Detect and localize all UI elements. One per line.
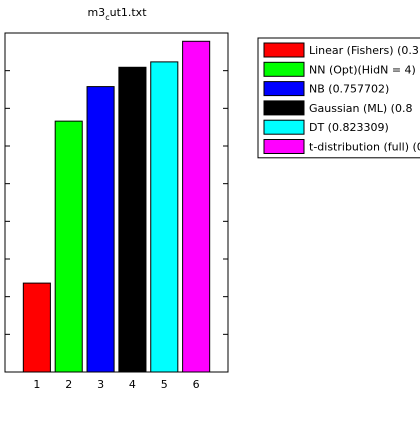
x-tick-label: 4 — [129, 378, 136, 391]
bar — [118, 66, 147, 373]
legend-label: Gaussian (ML) (0.8 — [309, 102, 412, 115]
title-subscript: c — [105, 13, 109, 22]
bar — [86, 86, 115, 373]
legend-swatch — [263, 81, 305, 97]
legend-label: NN (Opt)(HidN = 4) — [309, 63, 416, 76]
x-tick-label: 6 — [193, 378, 200, 391]
x-tick-label: 2 — [65, 378, 72, 391]
x-tick-label: 5 — [161, 378, 168, 391]
legend-swatch — [263, 61, 305, 77]
legend-label: t-distribution (full) (0 — [309, 141, 420, 154]
legend-swatch — [263, 139, 305, 154]
legend-swatch — [263, 119, 305, 135]
legend-box — [257, 37, 420, 159]
legend-label: NB (0.757702) — [309, 83, 389, 96]
legend-swatch — [263, 100, 305, 116]
bar — [150, 61, 179, 373]
bar — [54, 120, 83, 373]
bar — [182, 40, 211, 373]
legend-label: Linear (Fishers) (0.3 — [309, 44, 419, 57]
chart-title: m3cut1.txt — [87, 6, 147, 22]
legend-swatch — [263, 42, 305, 58]
title-part: m3 — [87, 6, 105, 19]
bar — [22, 282, 51, 373]
x-tick-label: 3 — [97, 378, 104, 391]
title-part: ut1.txt — [110, 6, 148, 19]
legend-label: DT (0.823309) — [309, 121, 389, 134]
x-tick-label: 1 — [33, 378, 40, 391]
